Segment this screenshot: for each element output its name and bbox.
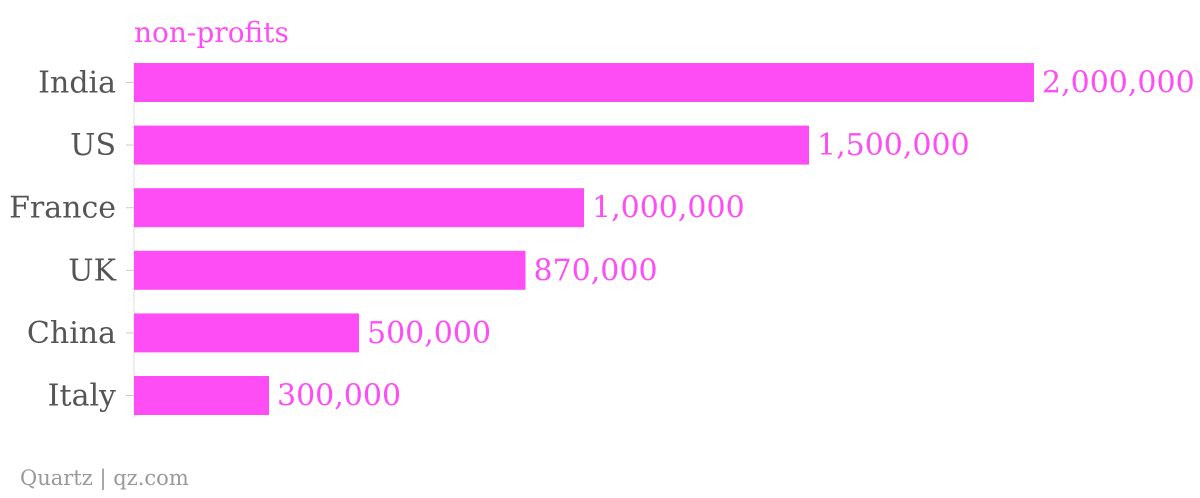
bars-group: India 2,000,000 US 1,500,000 France 1,000,000… bbox=[9, 63, 1195, 415]
value-label-us: 1,500,000 bbox=[817, 128, 970, 163]
value-label-italy: 300,000 bbox=[277, 379, 401, 414]
category-label-india: India bbox=[38, 66, 116, 101]
category-label-uk: UK bbox=[68, 253, 116, 288]
value-label-china: 500,000 bbox=[367, 316, 491, 351]
bar-china bbox=[134, 313, 359, 353]
value-label-france: 1,000,000 bbox=[592, 191, 745, 226]
category-label-france: France bbox=[9, 191, 116, 226]
value-label-uk: 870,000 bbox=[534, 253, 658, 288]
bar-france bbox=[134, 188, 584, 228]
category-label-china: China bbox=[27, 316, 116, 351]
value-label-india: 2,000,000 bbox=[1042, 66, 1195, 101]
bar-chart: non-profits India 2,000,000 US 1,500,000 Fra… bbox=[9, 16, 1195, 418]
bar-india bbox=[134, 63, 1034, 102]
bar-italy bbox=[134, 376, 269, 415]
category-label-us: US bbox=[70, 128, 116, 163]
bar-us bbox=[134, 125, 809, 165]
series-name: non-profits bbox=[134, 16, 289, 49]
source-credit: Quartz | qz.com bbox=[20, 466, 189, 490]
category-label-italy: Italy bbox=[48, 379, 116, 414]
bar-uk bbox=[134, 250, 526, 290]
